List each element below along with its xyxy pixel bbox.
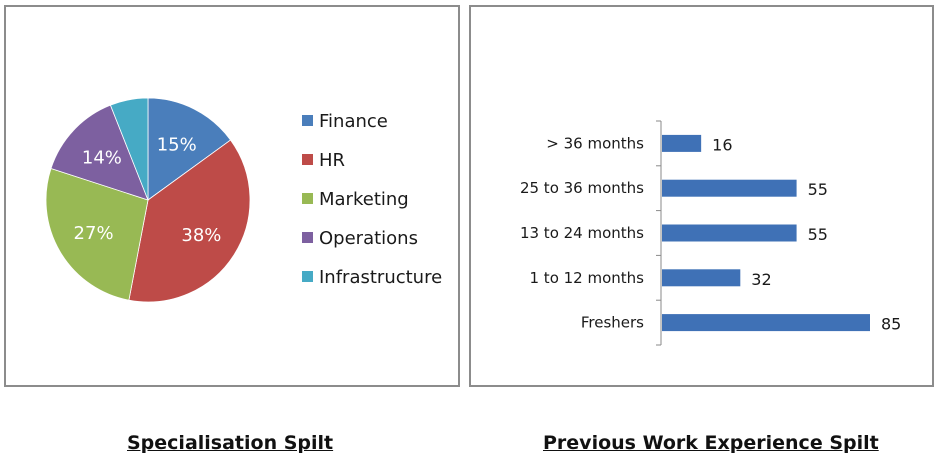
pie-label-operations: 14% — [82, 148, 122, 169]
legend-label-infrastructure: Infrastructure — [319, 267, 442, 288]
legend-swatch-finance — [302, 115, 313, 126]
tick-label-13-to-24-months: 13 to 24 months — [520, 224, 644, 242]
experience-chart-panel: > 36 months 16 25 to 36 months 55 13 to 24 m… — [469, 5, 934, 387]
legend-swatch-marketing — [302, 193, 313, 204]
pie-label-hr: 38% — [181, 225, 221, 246]
experience-caption: Previous Work Experience Spilt — [543, 432, 879, 454]
specialisation-caption: Specialisation Spilt — [127, 432, 334, 454]
bar-25-to-36-months — [662, 179, 797, 197]
pie-label-finance: 15% — [157, 135, 197, 156]
legend-label-marketing: Marketing — [319, 189, 409, 210]
data-label-1-to-12-months: 32 — [751, 270, 771, 289]
pie-slice-hr — [128, 139, 251, 303]
data-label-freshers: 85 — [881, 315, 901, 334]
data-label-25-to-36-months: 55 — [808, 180, 828, 199]
tick-label-1-to-12-months: 1 to 12 months — [530, 269, 645, 287]
tick-label-freshers: Freshers — [581, 314, 644, 332]
pie-slice-infrastructure — [109, 97, 149, 201]
tick-label-25-to-36-months: 25 to 36 months — [520, 179, 644, 197]
legend-swatch-infrastructure — [302, 271, 313, 282]
legend-swatch-operations — [302, 232, 313, 243]
specialisation-chart-panel: 15% 38% 27% 14% Finance HR Marketing Operations… — [4, 5, 460, 387]
experience-bar-chart: > 36 months 16 25 to 36 months 55 13 to 24 m… — [520, 120, 901, 346]
data-label-36-months: 16 — [712, 135, 732, 154]
bar-36-months — [662, 134, 702, 152]
pie-slice-marketing — [45, 167, 149, 301]
legend-label-finance: Finance — [319, 111, 388, 132]
bar-freshers — [662, 314, 870, 332]
bar-13-to-24-months — [662, 224, 797, 242]
bar-1-to-12-months — [662, 269, 741, 287]
legend-swatch-hr — [302, 154, 313, 165]
data-label-13-to-24-months: 55 — [808, 225, 828, 244]
legend-label-hr: HR — [319, 150, 345, 171]
specialisation-pie-chart: 15% 38% 27% 14% Finance HR Marketing Operations… — [45, 97, 442, 303]
legend-label-operations: Operations — [319, 228, 418, 249]
tick-label-36-months: > 36 months — [546, 134, 644, 152]
pie-label-marketing: 27% — [74, 223, 114, 244]
pie-slice-finance — [147, 97, 232, 201]
pie-slice-operations — [50, 104, 149, 201]
